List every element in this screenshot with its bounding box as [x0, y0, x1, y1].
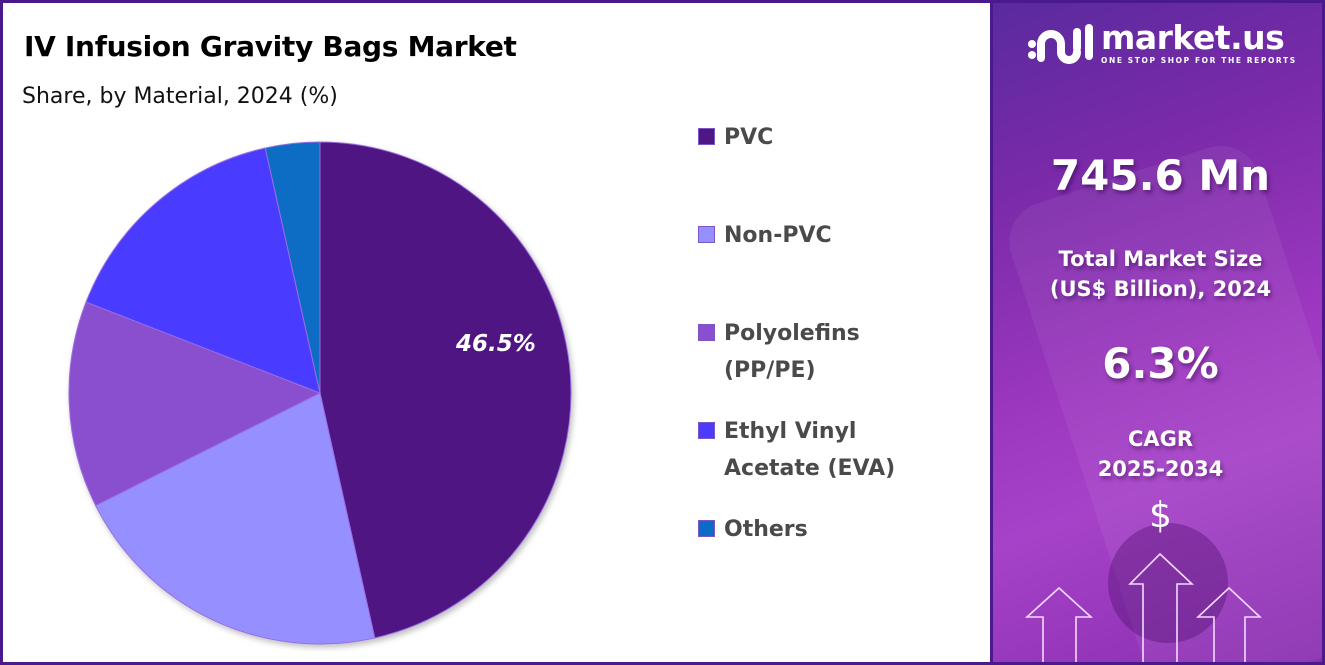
summary-panel: market.us ONE STOP SHOP FOR THE REPORTS …	[990, 0, 1325, 665]
legend-swatch-others	[698, 520, 715, 537]
background-decoration	[1108, 523, 1228, 643]
legend-item-pvc: PVC	[698, 119, 958, 156]
legend-item-eva: Ethyl Vinyl Acetate (EVA)	[698, 413, 958, 487]
legend-item-others: Others	[698, 511, 958, 548]
market-size-value: 745.6 Mn	[1050, 151, 1271, 200]
pie-chart	[68, 141, 572, 645]
pie-slice-pvc	[319, 141, 572, 639]
dollar-icon: $	[1149, 495, 1172, 536]
legend-label: Non-PVC	[724, 223, 832, 248]
market-us-logo-icon	[1028, 24, 1093, 64]
legend-label: Ethyl Vinyl Acetate (EVA)	[724, 419, 896, 481]
growth-arrows-icon	[1024, 552, 1263, 662]
pie-slice-non-pvc	[94, 392, 376, 645]
brand-name: market.us	[1101, 18, 1285, 57]
cagr-label: CAGR 2025-2034	[1097, 427, 1224, 481]
up-arrow-icon	[1024, 552, 1263, 662]
legend-label: Polyolefins (PP/PE)	[724, 321, 860, 383]
legend-swatch-non-pvc	[698, 226, 715, 243]
pie-slice-others	[264, 141, 321, 394]
chart-subtitle: Share, by Material, 2024 (%)	[22, 84, 338, 109]
cagr-value: 6.3%	[1102, 339, 1219, 388]
legend-swatch-pvc	[698, 128, 715, 145]
market-size-label: Total Market Size (US$ Billion), 2024	[1049, 247, 1272, 301]
legend-label: Others	[724, 517, 808, 542]
legend-item-polyolefins: Polyolefins (PP/PE)	[698, 315, 958, 389]
brand-logo: market.us ONE STOP SHOP FOR THE REPORTS	[1027, 21, 1297, 65]
pvc-share-label: 46.5%	[456, 331, 536, 357]
chart-title: IV Infusion Gravity Bags Market	[24, 30, 517, 63]
legend-swatch-polyolefins	[698, 324, 715, 341]
pie-slice-polyolefins-pp-pe	[68, 301, 322, 507]
legend-item-non-pvc: Non-PVC	[698, 217, 958, 254]
legend-swatch-eva	[698, 422, 715, 439]
legend-label: PVC	[724, 125, 774, 150]
pie-slice-ethyl-vinyl-acetate-eva	[85, 147, 321, 394]
brand-tagline: ONE STOP SHOP FOR THE REPORTS	[1101, 56, 1297, 65]
